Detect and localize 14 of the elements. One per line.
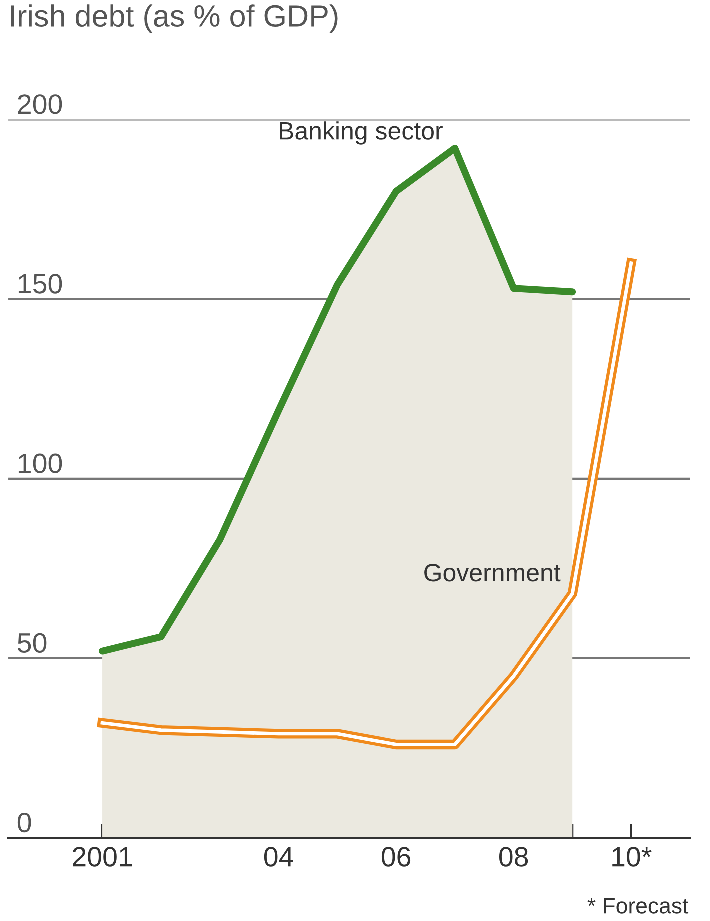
series-label: Banking sector bbox=[280, 122, 443, 145]
y-tick-label: 200 bbox=[18, 94, 62, 114]
x-tick-label: 04 bbox=[264, 847, 294, 867]
x-tick-label: 10* bbox=[612, 847, 652, 867]
x-tick-label: 08 bbox=[499, 847, 528, 867]
y-tick-label: 50 bbox=[18, 633, 47, 654]
x-tick-label: 06 bbox=[382, 847, 411, 867]
y-tick-label: 0 bbox=[18, 812, 32, 833]
series-label: Government bbox=[424, 564, 561, 582]
text: * Forecast bbox=[588, 898, 689, 914]
chart-title: Irish debt (as % of GDP) bbox=[11, 4, 338, 34]
y-tick-label: 150 bbox=[18, 274, 62, 294]
x-tick-label: 2001 bbox=[73, 847, 132, 867]
y-tick-label: 100 bbox=[18, 454, 62, 474]
